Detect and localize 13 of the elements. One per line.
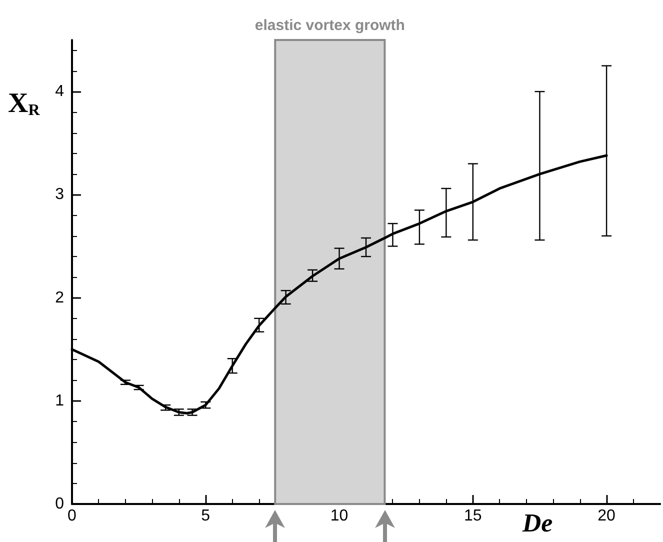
x-tick-label: 15: [464, 508, 482, 524]
x-tick-label: 0: [68, 508, 77, 524]
y-axis-title: XR: [8, 88, 40, 120]
y-tick-label: 3: [55, 186, 64, 204]
x-tick-label: 20: [598, 508, 616, 524]
y-tick-label: 0: [55, 496, 64, 512]
x-axis-title: De: [521, 508, 553, 538]
y-tick-label: 2: [55, 289, 64, 306]
y-tick-label: 1: [55, 392, 64, 410]
band-label: elastic vortex growth: [254, 17, 405, 34]
x-tick-label: 5: [201, 508, 210, 524]
y-tick-label: 4: [55, 83, 64, 100]
x-tick-label: 10: [330, 508, 348, 524]
